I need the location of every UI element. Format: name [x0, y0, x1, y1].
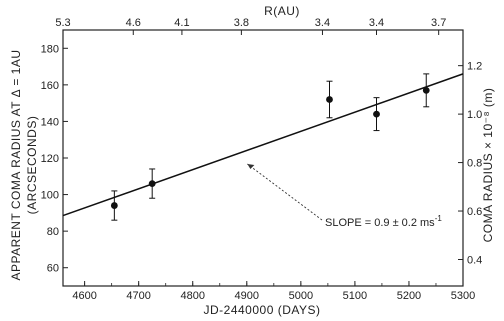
x-tick-label: 5300 [451, 290, 475, 302]
slope-annotation-superscript: -1 [435, 214, 443, 223]
points-layer [110, 73, 430, 221]
x-axis-title: JD-2440000 (DAYS) [204, 303, 321, 317]
top-tick-label: 3.4 [315, 17, 330, 29]
y-left-tick-label: 140 [41, 116, 59, 128]
y-right-tick-label: 1.2 [467, 61, 482, 73]
x-tick-label: 4800 [180, 290, 204, 302]
slope-annotation: SLOPE = 0.9 ± 0.2 ms-1 [325, 214, 442, 229]
left-axis-title-line1: APPARENT COMA RADIUS AT Δ = 1AU [9, 49, 23, 280]
y-left-tick-label: 60 [47, 263, 59, 275]
x-tick-label: 4900 [235, 290, 259, 302]
annotation-arrowhead [247, 164, 255, 169]
fit-line-layer [62, 73, 464, 217]
data-point [422, 86, 430, 94]
x-tick-label: 4700 [126, 290, 150, 302]
data-point [326, 96, 333, 103]
fit-line [62, 73, 464, 217]
axes-layer [62, 29, 464, 287]
y-left-tick-label: 100 [41, 190, 59, 202]
data-point [110, 202, 118, 209]
ticks-layer [62, 30, 464, 286]
y-left-tick-label: 80 [47, 226, 59, 238]
annotation-leader [247, 163, 323, 221]
left-axis-title-line2: (ARCSECONDS) [25, 116, 39, 215]
top-tick-label: 4.1 [174, 17, 189, 29]
slope-annotation-text: SLOPE = 0.9 ± 0.2 ms [325, 217, 435, 229]
y-right-tick-label: 0.8 [467, 158, 482, 170]
labels-layer: 4600 4700 4800 4900 5000 5100 5200 5300 60 80 100 1… [41, 17, 483, 302]
y-right-tick-label: 1.0 [467, 109, 482, 121]
top-tick-label: 3.7 [431, 17, 446, 29]
y-left-tick-label: 180 [41, 43, 59, 55]
y-left-tick-label: 160 [41, 80, 59, 92]
top-tick-label: 3.4 [369, 17, 384, 29]
top-tick-label: 3.8 [234, 17, 249, 29]
x-tick-label: 5100 [343, 290, 367, 302]
top-tick-label: 5.3 [55, 17, 70, 29]
y-right-tick-label: 0.4 [467, 254, 482, 266]
x-tick-label: 5200 [397, 290, 421, 302]
x-tick-label: 4600 [72, 290, 96, 302]
plot-frame [62, 29, 464, 287]
data-point [373, 110, 380, 118]
x-tick-label: 5000 [289, 290, 313, 302]
y-right-tick-label: 0.6 [467, 206, 482, 218]
right-axis-title: COMA RADIUS × 10⁻⁸ (m) [481, 88, 495, 243]
y-left-tick-label: 120 [41, 153, 59, 165]
data-point [148, 180, 156, 188]
top-axis-title: R(AU) [264, 4, 300, 18]
top-tick-label: 4.6 [126, 17, 141, 29]
